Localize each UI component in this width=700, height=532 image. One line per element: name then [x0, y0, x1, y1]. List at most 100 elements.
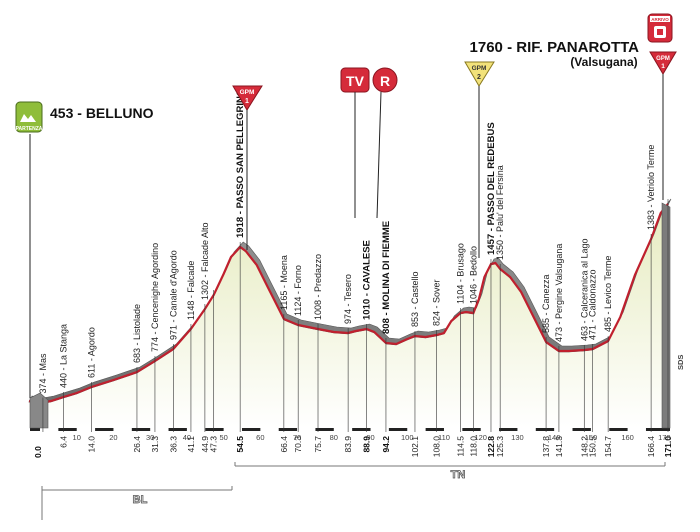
waypoint-km: 114.5 [456, 436, 466, 457]
waypoint-km: 26.4 [132, 436, 142, 453]
waypoint-label: 585 - Canezza [541, 274, 551, 333]
waypoint-km: 75.7 [313, 436, 323, 453]
tick-label: 10 [73, 433, 81, 442]
waypoint-label: 971 - Canale d'Agordo [168, 250, 178, 340]
waypoint-km: 47.3 [209, 436, 219, 453]
r-label: R [380, 73, 390, 89]
waypoint-km: 148.2 [579, 436, 589, 458]
start-badge: PARTENZA [15, 101, 43, 133]
waypoint-label: 471 - Caldonazzo [588, 269, 598, 340]
ruler-stripe [517, 428, 536, 432]
waypoint-label: 1046 - Bedollo [468, 246, 478, 304]
ruler-stripe [554, 428, 573, 432]
ruler-stripe [260, 428, 279, 432]
waypoint-km: 154.7 [603, 436, 613, 458]
tick-label: 100 [401, 433, 414, 442]
region-label-tn: TN [451, 469, 466, 481]
tick-label: 30 [146, 433, 154, 442]
gpm-category: 1 [245, 98, 249, 105]
region-bracket-tn: TN [234, 462, 666, 481]
waypoint-km: 125.3 [495, 436, 505, 458]
km-labels: 6.4 14.0 26.4 31.3 36.3 41.1 44.947.3 54.5 66.4 7… [59, 436, 674, 458]
tv-label: TV [346, 73, 365, 89]
waypoint-km: 108.0 [432, 436, 442, 458]
profile-line [28, 203, 669, 405]
gpm-label: GPM [656, 56, 670, 62]
waypoint-label: 774 - Cencenighe Agordino [150, 243, 160, 352]
waypoint-label: 1124 - Forno [293, 265, 303, 316]
tick-label: 170 [658, 433, 671, 442]
waypoint-label: 440 - La Stanga [59, 324, 69, 388]
gpm-marker-redebus: GPM 2 [464, 61, 495, 258]
waypoint-km: 171.0 [663, 436, 673, 458]
waypoint-km: 14.0 [86, 436, 96, 453]
finish-block [661, 202, 671, 429]
tick-label: 150 [585, 433, 598, 442]
profile-fill [29, 205, 668, 428]
waypoint-km: 54.5 [235, 436, 245, 453]
waypoint-km: 94.2 [381, 436, 391, 453]
waypoint-label: 1383 - Vetriolo Terme [646, 145, 656, 230]
start-name: BELLUNO [86, 105, 154, 121]
waypoint-km: 166.4 [646, 436, 656, 458]
ruler-stripe [443, 428, 463, 432]
tick-label: 70 [293, 433, 301, 442]
waypoint-label: 1104 - Brusago [456, 243, 466, 304]
gpm-label: GPM [472, 65, 487, 72]
tick-label: 80 [330, 433, 338, 442]
waypoint-guides [42, 199, 669, 432]
gpm-category: 1 [661, 63, 665, 70]
waypoint-label: 1148 - Falcade [186, 261, 196, 320]
waypoint-label: 1008 - Predazzo [313, 254, 323, 320]
waypoint-km: 31.3 [150, 436, 160, 453]
gpm-marker-panarotta: GPM 1 [649, 51, 677, 200]
finish-title: 1760 - RIF. PANAROTTA [470, 39, 640, 56]
ruler-stripe [76, 428, 96, 432]
ruler-stripe [627, 428, 646, 432]
tick-label: 120 [474, 433, 487, 442]
waypoint-label: 1350 - Palu' del Fersina [495, 165, 505, 260]
tick-label: 160 [621, 433, 634, 442]
waypoint-label: 1302 - Falcade Alto [200, 222, 210, 300]
finish-badge-label: ARRIVO [651, 17, 669, 22]
waypoint-label: 824 - Sover [432, 279, 442, 326]
waypoint-label: 683 - Listolade [132, 304, 142, 363]
ruler-stripe [40, 428, 59, 432]
waypoint-label: 1457 - PASSO DEL REDEBUS [486, 122, 497, 255]
r-marker: R [372, 67, 398, 219]
region-label-bl: BL [133, 494, 148, 506]
tick-labels: 10 20 30 40 50 60 70 80 90 100 110 120 130 140 150 160 1… [73, 433, 671, 442]
start-badge-label: PARTENZA [16, 126, 43, 132]
ruler-stripe [407, 428, 426, 432]
waypoint-label: 611 - Agordo [86, 327, 96, 378]
waypoint-km: 44.9 [200, 436, 210, 453]
ruler-stripe [370, 428, 389, 432]
ruler-stripe [333, 428, 353, 432]
ruler-stripe [480, 428, 500, 432]
waypoint-km: 150.5 [588, 436, 598, 458]
start-altitude: 453 [50, 105, 74, 121]
waypoint-km: 88.9 [362, 436, 372, 453]
waypoint-km: 102.1 [410, 436, 420, 458]
waypoint-label: 1165 - Moena [279, 255, 289, 310]
tv-marker: TV [340, 67, 370, 218]
start-sep: - [77, 105, 86, 121]
waypoint-label: 374 - Mas [38, 353, 48, 394]
gpm-marker-pellegrino: GPM 1 [232, 85, 263, 250]
waypoint-km: 137.8 [541, 436, 551, 458]
ruler-stripes [40, 428, 646, 432]
waypoint-km: 118.0 [468, 436, 478, 457]
sds-label: SDS [676, 355, 685, 370]
tick-label: 130 [511, 433, 524, 442]
waypoint-labels: 374 - Mas 440 - La Stanga 611 - Agordo 683 … [38, 89, 656, 394]
waypoint-km: 141.3 [554, 436, 564, 458]
ruler-stripe [150, 428, 169, 432]
start-block [29, 392, 49, 429]
start-km-label: 0.0 [33, 446, 43, 458]
start-title: 453 - BELLUNO [50, 105, 154, 121]
waypoint-label: 463 - Calceranica al Lago [579, 238, 589, 341]
waypoint-label: 1918 - PASSO SAN PELLEGRINO [235, 89, 246, 238]
tick-label: 50 [219, 433, 227, 442]
ruler-stripe [113, 428, 132, 432]
